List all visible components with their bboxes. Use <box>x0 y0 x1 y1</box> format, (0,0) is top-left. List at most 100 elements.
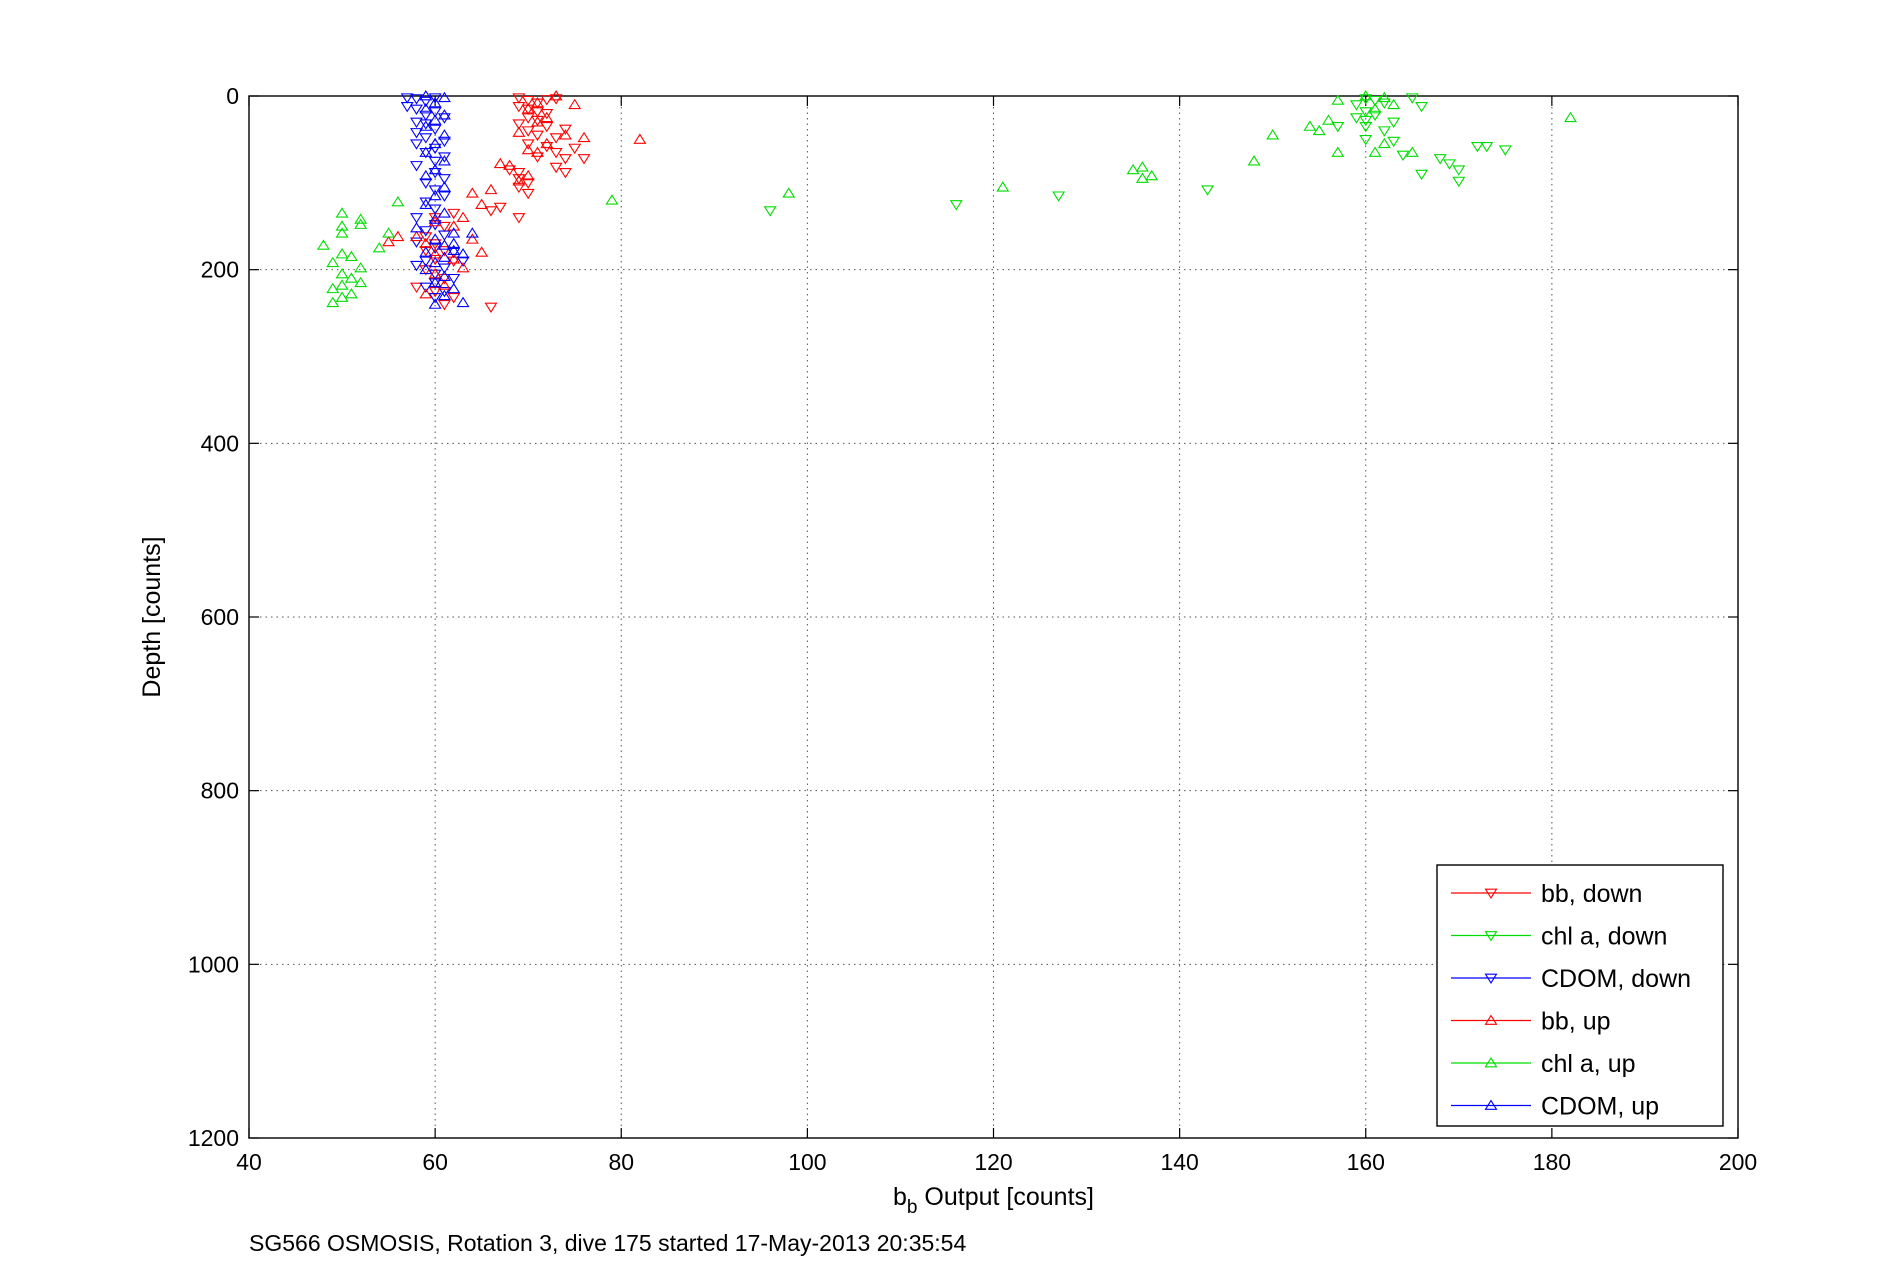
data-point <box>1247 155 1261 166</box>
x-tick-label: 180 <box>1533 1149 1571 1175</box>
data-point <box>1452 165 1466 176</box>
data-point <box>316 239 330 250</box>
data-point <box>1201 185 1215 196</box>
data-point <box>1359 107 1373 118</box>
data-point <box>437 191 451 202</box>
data-point <box>419 282 433 294</box>
data-point <box>428 96 442 108</box>
data-point <box>531 107 544 118</box>
data-point <box>382 235 396 247</box>
legend-marker <box>1484 1057 1498 1068</box>
data-point <box>1405 146 1419 157</box>
x-tick-label: 200 <box>1719 1149 1757 1175</box>
data-point <box>1368 146 1382 157</box>
data-point <box>540 121 554 133</box>
data-point <box>568 98 582 110</box>
data-point <box>382 227 396 238</box>
data-point <box>1415 169 1429 181</box>
legend-item: bb, up <box>1451 1008 1611 1036</box>
x-axis-label: bb Output [counts] <box>893 1183 1094 1218</box>
data-point <box>521 139 535 150</box>
data-point <box>447 293 461 304</box>
data-point <box>335 227 349 238</box>
data-point <box>428 256 442 268</box>
data-point <box>512 93 526 104</box>
data-point <box>419 120 433 131</box>
y-tick-label: 800 <box>201 778 239 804</box>
data-point <box>1377 126 1391 137</box>
data-point <box>540 108 554 120</box>
data-point <box>428 233 442 244</box>
dive-caption: SG566 OSMOSIS, Rotation 3, dive 175 star… <box>249 1230 966 1256</box>
data-point <box>428 168 442 179</box>
data-point <box>540 111 554 123</box>
data-point <box>437 136 451 148</box>
data-point <box>419 148 433 159</box>
data-point <box>344 272 358 283</box>
data-point <box>521 104 535 116</box>
data-point <box>335 248 349 259</box>
data-point <box>335 279 349 290</box>
data-point <box>1303 120 1317 131</box>
data-point <box>410 282 424 294</box>
data-point <box>1052 191 1066 202</box>
data-point <box>419 232 433 243</box>
data-point <box>428 185 442 196</box>
data-point <box>400 102 414 113</box>
data-point <box>456 211 470 222</box>
data-point <box>521 169 535 181</box>
data-point <box>372 241 386 253</box>
data-point <box>437 155 451 166</box>
data-point <box>391 195 405 207</box>
x-axis-label-rest: Output [counts] <box>917 1183 1094 1211</box>
data-point <box>1396 150 1410 162</box>
legend-marker <box>1484 888 1498 899</box>
y-tick-label: 200 <box>201 257 239 283</box>
data-point <box>1368 95 1382 107</box>
data-point <box>512 182 526 194</box>
x-tick-label: 140 <box>1160 1149 1198 1175</box>
data-point <box>437 300 451 311</box>
data-point <box>512 102 526 113</box>
data-point <box>428 298 442 309</box>
legend-marker <box>1484 931 1498 942</box>
data-point <box>428 293 442 304</box>
data-point <box>1312 124 1326 136</box>
axis-ticks: 40 60 80 100 120 140 160 180 200 0 200 400 600 800 100… <box>188 83 1757 1175</box>
legend-label: bb, down <box>1541 880 1642 908</box>
data-point <box>512 174 526 185</box>
data-point <box>419 169 433 181</box>
legend-label: CDOM, up <box>1541 1093 1659 1121</box>
data-point <box>1331 146 1345 157</box>
data-point <box>1405 93 1419 104</box>
data-point <box>428 215 442 227</box>
data-point <box>410 260 424 272</box>
data-point <box>391 230 405 242</box>
data-point <box>428 114 442 125</box>
series-bb-up <box>382 90 647 299</box>
data-point <box>1322 114 1336 125</box>
data-point <box>465 187 479 198</box>
data-point <box>447 253 461 264</box>
data-point <box>437 239 451 250</box>
data-point <box>521 103 535 114</box>
legend-marker <box>1484 973 1498 984</box>
data-point <box>1359 115 1373 127</box>
y-tick-label: 600 <box>201 604 239 630</box>
x-tick-label: 100 <box>788 1149 826 1175</box>
legend-label: bb, up <box>1541 1008 1611 1036</box>
data-point <box>447 282 461 294</box>
x-tick-label: 80 <box>608 1149 634 1175</box>
y-tick-label: 1000 <box>188 951 239 977</box>
series-bb-down <box>410 93 591 313</box>
data-point <box>1359 121 1373 133</box>
legend-label: chl a, up <box>1541 1050 1636 1078</box>
data-point <box>437 263 451 274</box>
y-tick-label: 1200 <box>188 1125 239 1151</box>
data-point <box>419 198 433 209</box>
data-point <box>410 117 424 129</box>
data-point <box>437 129 451 140</box>
data-point <box>1377 98 1391 109</box>
data-point <box>419 246 433 257</box>
data-point <box>1331 121 1345 133</box>
